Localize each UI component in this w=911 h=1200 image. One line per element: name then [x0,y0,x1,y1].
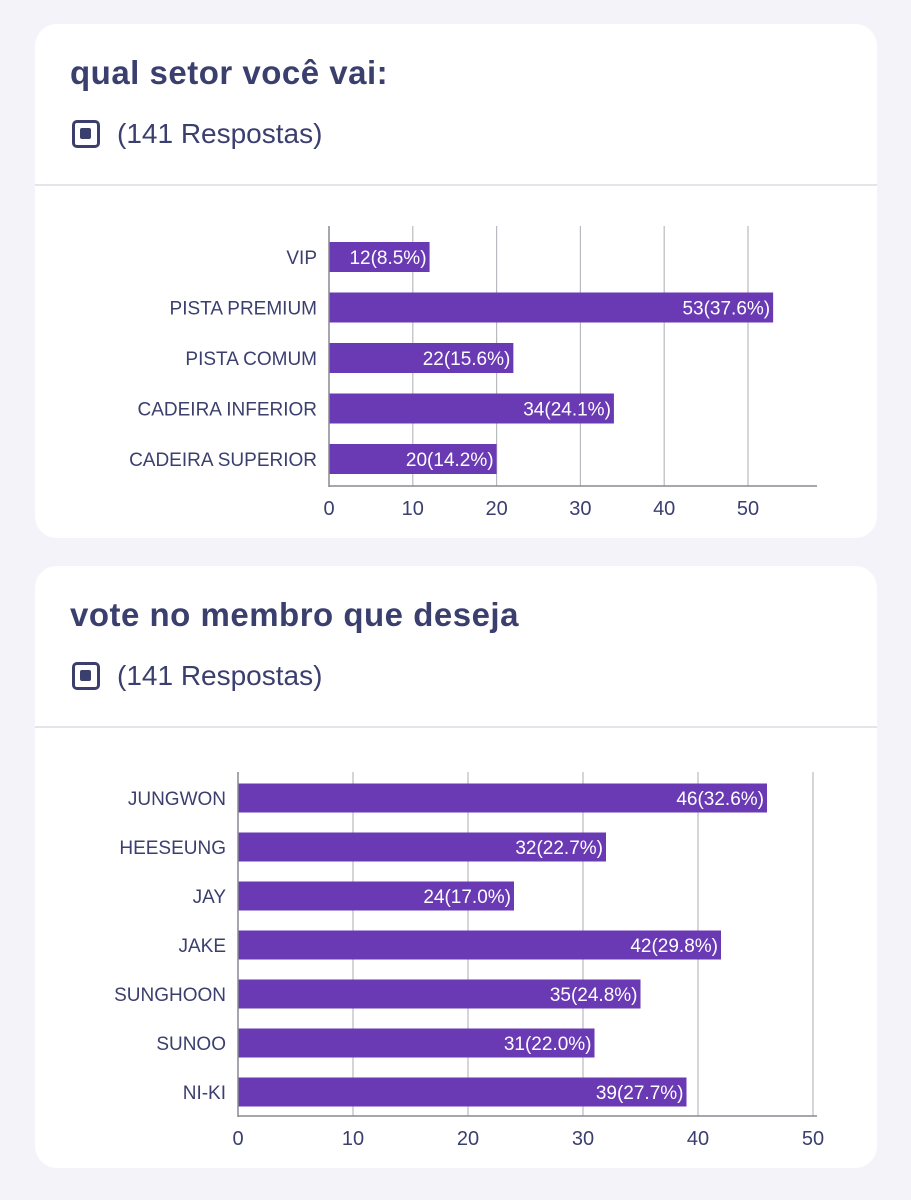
category-label: PISTA COMUM [185,349,317,370]
bar [238,930,721,960]
bar [329,292,774,323]
x-tick-label: 40 [687,1128,709,1150]
category-label: SUNOO [156,1034,226,1055]
bar-chart-setor: VIP 12(8.5%) PISTA PREMIUM 53(37.6%) PISTA C… [129,226,817,520]
bar [238,979,641,1009]
bar-data-label: 46(32.6%) [676,789,764,810]
category-label: JUNGWON [128,789,226,810]
responses-count: (141 Respostas) [117,118,323,149]
bar-data-label: 39(27.7%) [596,1083,684,1104]
responses-row: (141 Respostas) [72,660,322,692]
bar [238,832,606,862]
x-tick-label: 50 [737,498,759,520]
divider [35,726,877,728]
bar-data-label: 20(14.2%) [406,450,494,471]
poll-title: vote no membro que deseja [70,596,519,633]
category-label: HEESEUNG [119,838,226,859]
bar-data-label: 32(22.7%) [515,838,603,859]
category-label: NI-KI [183,1083,226,1104]
bar [238,1028,595,1058]
bar [329,343,514,373]
bar [238,1077,687,1107]
x-tick-label: 20 [457,1128,479,1150]
responses-row: (141 Respostas) [72,118,322,150]
x-tick-label: 30 [569,498,591,520]
x-tick-label: 50 [802,1128,824,1150]
bar-data-label: 35(24.8%) [550,985,638,1006]
x-tick-label: 0 [323,498,334,520]
x-tick-label: 10 [402,498,424,520]
category-label: JAKE [178,936,226,957]
category-label: PISTA PREMIUM [170,299,317,320]
bar [329,393,614,424]
bar-chart-membro: JUNGWON 46(32.6%) HEESEUNG 32(22.7%) JAY 24(1… [114,772,824,1150]
bar-data-label: 31(22.0%) [504,1034,592,1055]
x-tick-label: 30 [572,1128,594,1150]
category-label: SUNGHOON [114,985,226,1006]
category-label: JAY [193,887,227,908]
bar [329,444,497,474]
category-label: CADEIRA INFERIOR [138,400,317,421]
poll-title: qual setor você vai: [70,54,389,91]
checkbox-icon [72,662,100,690]
x-tick-label: 20 [485,498,507,520]
x-tick-label: 0 [232,1128,243,1150]
responses-count: (141 Respostas) [117,660,323,691]
poll-card-setor: qual setor você vai: (141 Respostas) VIP… [35,24,877,538]
category-label: VIP [286,248,317,269]
poll-card-membro: vote no membro que deseja (141 Respostas… [35,566,877,1168]
checkbox-icon [72,120,100,148]
x-tick-label: 10 [342,1128,364,1150]
bar-data-label: 24(17.0%) [423,887,511,908]
x-tick-label: 40 [653,498,675,520]
bar-data-label: 22(15.6%) [423,349,511,370]
bar [238,881,514,911]
bar-data-label: 34(24.1%) [523,400,611,421]
bar [238,783,767,813]
category-label: CADEIRA SUPERIOR [129,450,317,471]
divider [35,184,877,186]
bar-data-label: 53(37.6%) [682,299,770,320]
bar [329,242,430,272]
bar-data-label: 12(8.5%) [349,248,426,269]
bar-data-label: 42(29.8%) [630,936,718,957]
